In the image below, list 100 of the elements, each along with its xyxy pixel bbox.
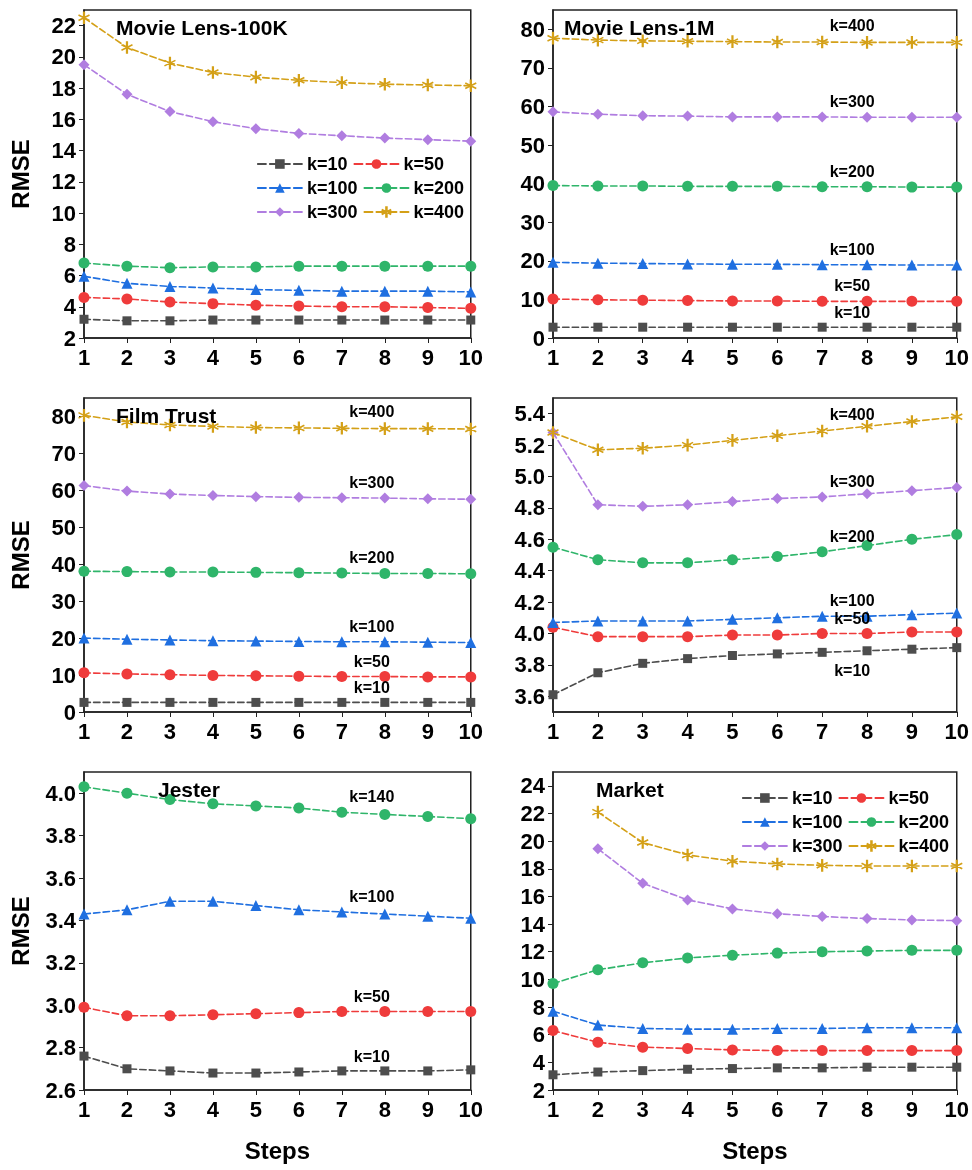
point: [464, 79, 478, 93]
point: [250, 635, 262, 647]
point: [682, 631, 694, 643]
x-tick-label: 3: [636, 718, 649, 744]
y-tick-label: 80: [51, 403, 76, 429]
point: [592, 294, 604, 306]
point: [336, 492, 348, 504]
point: [337, 697, 347, 707]
point: [78, 291, 90, 303]
point: [906, 609, 918, 621]
point: [907, 644, 917, 654]
point: [638, 1066, 648, 1076]
point: [164, 106, 176, 118]
point: [861, 111, 873, 123]
point: [78, 908, 90, 920]
y-tick-label: 18: [51, 75, 76, 101]
point: [206, 66, 220, 79]
y-tick-label: 50: [51, 514, 76, 540]
point: [164, 262, 176, 274]
point: [682, 295, 694, 307]
point: [336, 301, 348, 313]
point: [465, 813, 477, 825]
point: [950, 36, 964, 49]
point: [336, 130, 348, 142]
point: [207, 798, 219, 810]
point: [726, 949, 738, 961]
point: [727, 650, 737, 660]
point: [465, 260, 477, 272]
point: [726, 180, 738, 192]
point: [726, 496, 738, 508]
point: [122, 316, 132, 326]
x-tick-label: 7: [335, 344, 348, 370]
legend-label: k=200: [413, 178, 465, 198]
point: [121, 633, 133, 645]
series-label: k=50: [353, 652, 390, 670]
point: [906, 259, 918, 271]
point: [78, 270, 90, 282]
y-tick-label: 40: [520, 171, 545, 197]
point: [950, 410, 964, 424]
point: [727, 1064, 737, 1074]
point: [423, 315, 433, 325]
point: [636, 441, 650, 455]
point: [379, 285, 391, 297]
point: [421, 422, 435, 435]
series-label: k=10: [353, 1047, 390, 1065]
y-tick-label: 4.6: [514, 526, 545, 552]
y-tick-label: 40: [51, 551, 76, 577]
point: [466, 697, 476, 707]
point: [726, 111, 738, 123]
x-axis-title: Steps: [722, 1136, 788, 1164]
point: [816, 946, 828, 958]
y-tick-label: 16: [51, 106, 76, 132]
y-tick-label: 4.2: [514, 589, 545, 615]
chart-title: Movie Lens-100K: [116, 16, 288, 39]
point: [727, 322, 737, 332]
point: [771, 908, 783, 920]
point: [682, 258, 694, 270]
series-label: k=10: [353, 679, 390, 697]
legend-label: k=200: [898, 812, 950, 832]
point: [379, 908, 391, 920]
x-tick-label: 2: [591, 1096, 604, 1122]
x-tick-label: 5: [249, 344, 263, 370]
y-tick-label: 2: [63, 325, 76, 351]
point: [79, 697, 89, 707]
point: [862, 1062, 872, 1072]
point: [815, 859, 829, 872]
point: [951, 626, 963, 638]
point: [336, 285, 348, 297]
point: [422, 636, 434, 648]
x-tick-label: 9: [421, 718, 434, 744]
point: [121, 566, 133, 578]
legend-label: k=100: [791, 812, 843, 832]
point: [906, 181, 918, 193]
y-tick-label: 22: [51, 13, 76, 39]
x-tick-label: 3: [636, 1096, 649, 1122]
point: [637, 615, 649, 627]
point: [77, 11, 91, 25]
x-tick-label: 10: [944, 1096, 970, 1122]
series-label: k=100: [829, 240, 875, 258]
x-tick-label: 5: [726, 718, 739, 744]
point: [78, 632, 90, 644]
point: [121, 787, 133, 799]
point: [548, 690, 558, 700]
point: [293, 802, 305, 814]
point: [637, 294, 649, 306]
point: [208, 697, 218, 707]
y-tick-label: 20: [51, 44, 76, 70]
point: [422, 260, 434, 272]
x-tick-label: 2: [120, 718, 134, 744]
series-label: k=200: [349, 549, 395, 567]
x-tick-label: 7: [335, 718, 348, 744]
point: [907, 1062, 917, 1072]
x-tick-label: 2: [120, 1096, 134, 1122]
point: [378, 422, 392, 435]
y-tick-label: 2.6: [45, 1077, 76, 1103]
x-tick-label: 4: [206, 344, 220, 370]
x-tick-label: 4: [681, 1096, 695, 1122]
point: [293, 635, 305, 647]
point: [905, 415, 919, 428]
x-tick-label: 5: [726, 344, 739, 370]
